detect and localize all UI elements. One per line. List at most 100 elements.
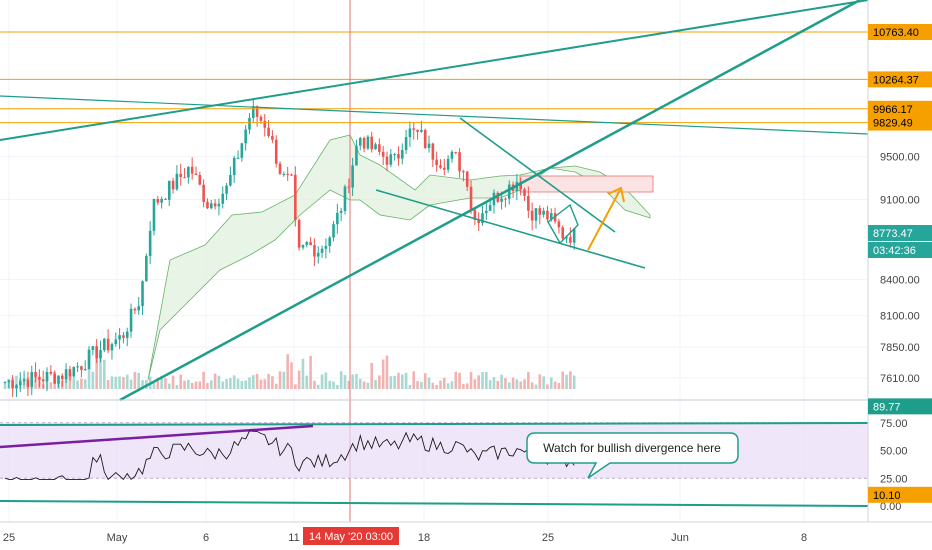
candle-body [530,210,534,221]
candle-body [271,136,274,140]
volume-bar [385,355,389,389]
candle-body [255,106,259,117]
volume-bar [549,377,553,389]
volume-bar [99,355,102,389]
time-tick-label: 6 [203,532,209,544]
trend-drawings[interactable] [0,0,869,522]
volume-bar [15,375,18,389]
price-tick-label: 7850.00 [880,342,920,354]
price-tick-label: 8400.00 [880,274,920,286]
price-tag [868,225,932,241]
candle-body [83,369,87,371]
candle-body [259,116,263,121]
candle-body [15,385,18,388]
main-pane[interactable] [0,0,869,522]
price-tag-label: 10763.40 [873,27,919,39]
price-tick-label: 9100.00 [880,195,920,207]
volume-bar [496,380,500,389]
wedge-lower [375,189,646,269]
price-tag-label: 03:42:36 [873,245,916,257]
volume-bar [305,375,309,389]
candle-body [64,369,68,380]
candle-body [3,382,7,384]
rsi-tick-label: 50.00 [880,446,908,458]
volume-bar [462,383,465,389]
candle-body [290,174,293,176]
candle-body [68,369,72,377]
time-tick-label: May [107,532,128,544]
price-tag [868,100,932,117]
volume-bar [106,380,110,389]
volume-bar [504,377,507,389]
volume-bar [343,375,347,389]
candle-body [110,344,114,351]
volume-bar [485,371,488,389]
candle-body [267,127,270,137]
candle-body [446,158,450,170]
volume-bar [565,374,568,389]
time-tick-label: 25 [542,532,554,544]
candle-body [469,186,473,210]
rsi-tick-label: 25.00 [880,473,908,485]
candle-body [370,136,374,150]
volume-bar [400,374,404,389]
volume-bar [297,370,301,389]
candle-body [141,281,144,307]
candle-body [278,163,282,175]
volume-bar [381,359,385,389]
candle-body [385,156,389,165]
volume-bar [152,382,156,389]
volume-bar [515,379,519,389]
candle-body [76,366,79,368]
candle-body [477,219,480,224]
volume-bar [290,362,293,389]
candle-body [187,166,190,178]
annotation-callout[interactable]: Watch for bullish divergence here [526,432,739,479]
cloud-forward-red [519,175,654,193]
volume-bar [309,355,312,389]
candle-body [336,212,339,225]
candle-body [320,248,324,253]
volume-bar [523,379,526,389]
candle-body [534,208,538,221]
volume-bar [527,371,530,389]
candle-body [347,186,351,188]
volume-bar [164,378,167,389]
volume-bar [443,377,446,389]
candle-body [225,185,228,194]
volume-bar [519,381,522,389]
crosshair-time-text: 14 May '20 03:00 [309,531,393,543]
candle-body [538,208,542,215]
rsi-pane[interactable] [0,399,932,507]
candle-body [294,174,297,221]
candle-body [7,380,11,383]
volume-bar [488,380,492,389]
volume-bar [83,379,87,389]
candle-body [305,242,309,245]
candle-body [34,371,37,377]
candle-body [152,199,156,231]
candle-body [374,144,377,150]
volume-bar [129,379,133,389]
volume-bar [351,374,354,389]
candle-body [99,350,102,359]
candle-body [179,173,183,178]
candle-body [148,230,152,256]
volume-bar [450,381,454,389]
candle-body [408,128,412,138]
candle-body [504,198,507,200]
volume-bar [225,378,228,389]
volume-bar [320,374,324,389]
volume-bar [416,381,419,389]
price-tag-label: 9966.17 [873,104,913,116]
rsi-tick-label: 0.00 [880,501,901,513]
candle-body [378,144,381,152]
volume-bar [328,380,331,389]
candle-body [91,346,95,350]
candle-body [443,167,446,170]
volume-bar [362,381,366,389]
rising-resistance-line [0,0,869,141]
candle-body [416,129,419,132]
candle-body [523,189,526,196]
